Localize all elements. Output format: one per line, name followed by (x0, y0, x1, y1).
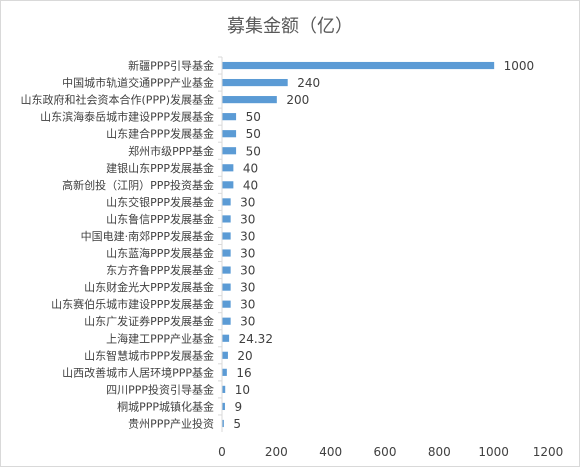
data-label: 200 (286, 93, 309, 107)
bar (222, 351, 228, 359)
bar (222, 130, 237, 138)
category-label: 贵州PPP产业投资 (128, 416, 214, 430)
data-label: 1000 (504, 59, 535, 73)
x-tick-label: 1000 (478, 445, 509, 459)
data-label: 30 (240, 281, 255, 295)
chart-title: 募集金额（亿） (227, 16, 353, 37)
data-label: 30 (240, 229, 255, 243)
category-label: 山东政府和社会资本合作(PPP)发展基金 (21, 93, 214, 107)
category-label: 山东智慧城市PPP发展基金 (84, 348, 214, 362)
category-label: 东方齐鲁PPP发展基金 (106, 263, 214, 277)
bar (222, 198, 231, 206)
bar (222, 147, 237, 155)
x-tick-label: 400 (319, 445, 342, 459)
bar (222, 113, 237, 121)
bar (222, 368, 227, 376)
data-label: 40 (243, 161, 258, 175)
bar (222, 385, 226, 393)
bar (222, 78, 288, 87)
data-label: 50 (246, 127, 261, 141)
data-label: 5 (233, 417, 241, 431)
bar (222, 300, 231, 308)
category-label: 上海建工PPP产业基金 (106, 331, 214, 345)
category-label: 山东滨海泰岳城市建设PPP发展基金 (40, 110, 214, 124)
category-label: 四川PPP投资引导基金 (106, 382, 214, 396)
bar (222, 266, 231, 274)
bar (222, 215, 231, 223)
bar (222, 334, 230, 342)
data-label: 30 (240, 264, 255, 278)
label-layer: 新疆PPP引导基金 1000 中国城市轨道交通PPP产业基金 240 山东政府和社会资本… (21, 59, 535, 431)
category-label: 建银山东PPP发展基金 (106, 161, 214, 175)
category-label: 高新创投（江阴）PPP投资基金 (62, 178, 214, 192)
data-label: 30 (240, 212, 255, 226)
data-label: 30 (240, 195, 255, 209)
data-label: 9 (234, 400, 242, 414)
category-label: 山东建合PPP发展基金 (106, 127, 214, 141)
category-label: 山东鲁信PPP发展基金 (106, 212, 214, 226)
data-label: 40 (243, 178, 258, 192)
x-tick-label: 1200 (533, 445, 564, 459)
data-label: 240 (297, 76, 320, 90)
data-label: 16 (236, 366, 251, 380)
data-label: 24.32 (239, 332, 273, 346)
x-tick-label: 0 (218, 445, 226, 459)
category-label: 山东交银PPP发展基金 (106, 195, 214, 209)
bar (222, 61, 495, 70)
bar (222, 164, 234, 172)
x-tick-label: 200 (265, 445, 288, 459)
category-label: 中国城市轨道交通PPP产业基金 (62, 76, 214, 90)
data-label: 30 (240, 315, 255, 329)
category-label: 新疆PPP引导基金 (128, 59, 214, 73)
data-label: 30 (240, 298, 255, 312)
bar (222, 283, 231, 291)
bar (222, 402, 225, 411)
bar (222, 96, 277, 104)
data-label: 30 (240, 247, 255, 261)
bar (222, 249, 231, 257)
category-label: 郑州市级PPP基金 (128, 144, 214, 158)
category-label: 山东财金光大PPP发展基金 (84, 280, 214, 294)
category-label: 山东蓝海PPP发展基金 (106, 246, 214, 260)
bar-layer (222, 61, 495, 428)
bar (222, 181, 234, 189)
data-label: 50 (246, 144, 261, 158)
category-label: 桐城PPP城镇化基金 (117, 399, 214, 413)
bar (222, 419, 224, 428)
category-label: 山东广发证券PPP发展基金 (84, 314, 214, 328)
x-tick-label: 600 (374, 445, 397, 459)
bar (222, 317, 231, 325)
x-tick-label: 800 (428, 445, 451, 459)
axis-layer: 0 200 400 600 800 1000 1200 (218, 56, 564, 459)
category-label: 中国电建·南郊PPP发展基金 (81, 229, 214, 243)
data-label: 10 (235, 383, 250, 397)
data-label: 50 (246, 110, 261, 124)
category-label: 山东赛伯乐城市建设PPP发展基金 (51, 297, 214, 311)
data-label: 20 (237, 349, 252, 363)
category-label: 山西改善城市人居环境PPP基金 (62, 365, 214, 379)
bar (222, 232, 231, 240)
